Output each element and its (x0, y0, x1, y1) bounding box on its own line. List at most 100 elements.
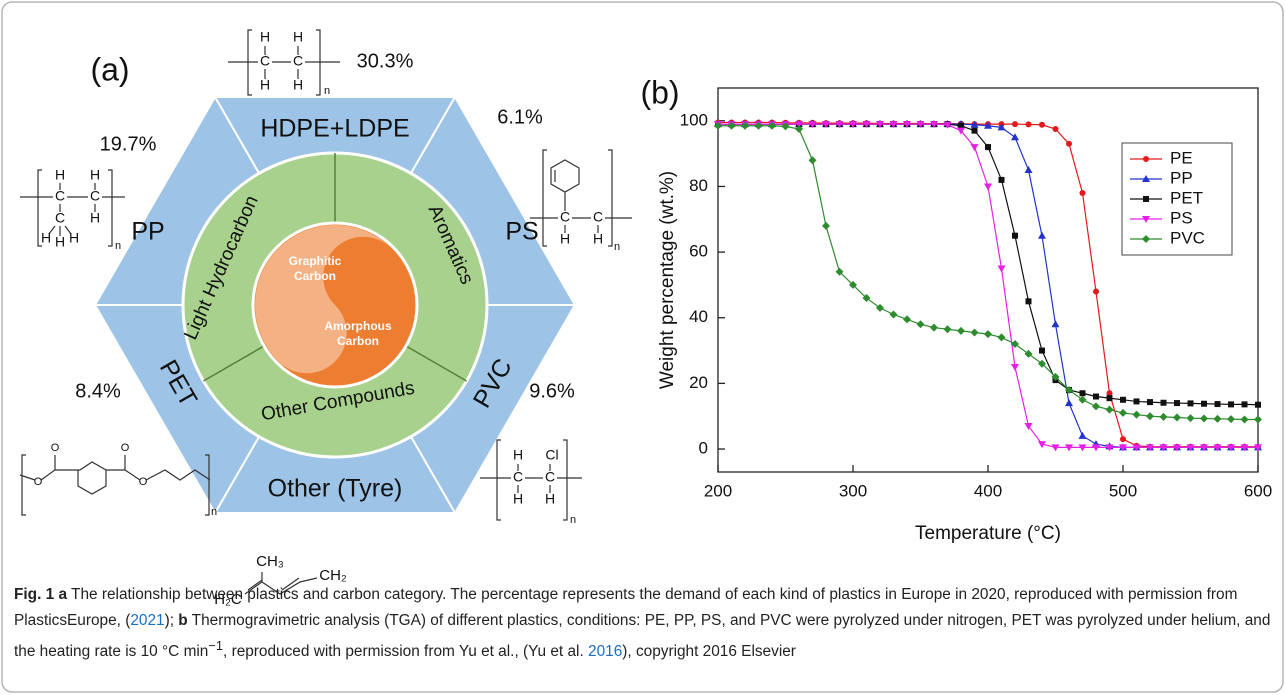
atom-label: H (293, 77, 303, 93)
atom-label: H (513, 491, 523, 507)
data-point (1106, 395, 1113, 402)
atom-label: C (55, 188, 65, 204)
legend-marker (1142, 235, 1150, 243)
segment-label: PS (505, 218, 538, 246)
atom-label: n (614, 241, 620, 253)
data-point (849, 121, 857, 129)
segment-label: PP (131, 218, 164, 246)
atom-label: H (593, 231, 603, 247)
data-point (903, 121, 911, 129)
data-point (876, 121, 884, 129)
data-point (835, 121, 844, 129)
data-point (1078, 444, 1087, 452)
atom-label: n (570, 514, 576, 526)
y-tick-label: 20 (689, 373, 708, 392)
data-point (1078, 431, 1087, 439)
ps-bonds (530, 149, 632, 247)
data-point (835, 267, 844, 276)
citation-link[interactable]: 2016 (588, 643, 623, 661)
atom-label: CH₃ (256, 553, 284, 570)
y-axis-label: Weight percentage (wt.%) (657, 171, 678, 389)
y-tick-label: 80 (689, 176, 708, 195)
data-point (1011, 133, 1019, 141)
data-point (1214, 401, 1221, 408)
atom-label: H (41, 230, 51, 246)
data-point (1079, 390, 1086, 397)
caption-text: Thermogravimetric analysis (TGA) of diff… (14, 611, 1271, 661)
data-point (1105, 444, 1114, 452)
data-point (1133, 398, 1140, 405)
atom-label: C (55, 210, 65, 226)
atom-label: O (34, 476, 43, 488)
atom-label: CH₂ (319, 567, 347, 584)
atom-label: O (139, 476, 148, 488)
data-point (984, 330, 992, 339)
data-point (1025, 298, 1032, 305)
segment-label: HDPE+LDPE (260, 115, 409, 143)
data-point (1093, 288, 1099, 295)
data-point (1092, 444, 1100, 452)
data-point (1119, 444, 1127, 452)
data-point (957, 127, 965, 135)
data-point (997, 265, 1006, 273)
segment-label: Other (Tyre) (268, 475, 403, 503)
caption-text: ); (164, 611, 179, 629)
y-tick-label: 60 (689, 242, 708, 261)
caption-sup: −1 (208, 638, 224, 653)
data-point (889, 121, 898, 129)
data-point (1051, 444, 1060, 452)
data-point (1093, 393, 1099, 400)
data-point (714, 121, 722, 130)
data-point (1200, 444, 1208, 452)
atom-label: H (260, 77, 270, 93)
atom-label: C (260, 53, 270, 69)
data-point (1051, 372, 1060, 381)
caption-text: , reproduced with permission from Yu et … (223, 643, 589, 661)
y-tick-label: 100 (680, 110, 708, 129)
legend-label: PE (1170, 148, 1193, 167)
data-point (970, 328, 979, 337)
data-point (1065, 444, 1073, 452)
percent: 9.6% (529, 380, 575, 402)
caption-part: a (58, 586, 68, 603)
legend-label: PP (1170, 168, 1193, 187)
atom-label: H (545, 491, 555, 507)
data-point (754, 121, 763, 130)
x-tick-label: 500 (1109, 481, 1137, 500)
atom-label: C (560, 209, 570, 225)
x-tick-label: 300 (839, 481, 867, 500)
data-point (1159, 444, 1168, 452)
data-point (822, 221, 830, 230)
atom-label: O (51, 442, 60, 454)
data-point (1012, 121, 1018, 128)
percent: 19.7% (100, 133, 157, 155)
data-point (930, 121, 938, 129)
data-point (1011, 340, 1019, 348)
data-point (876, 303, 884, 312)
data-point (1254, 444, 1262, 452)
data-point (862, 294, 871, 303)
data-point (998, 176, 1005, 183)
data-point (1120, 396, 1126, 403)
core-labels: Graphitic Carbon Amorphous Carbon (289, 254, 392, 348)
data-point (808, 156, 817, 165)
atom-label: n (324, 85, 330, 97)
data-point (1132, 410, 1141, 419)
legend-marker (1143, 156, 1149, 162)
legend-marker (1142, 216, 1150, 223)
data-point (1254, 415, 1262, 424)
core-light-half (255, 225, 392, 374)
data-point (1160, 399, 1167, 406)
data-point (903, 315, 911, 324)
x-tick-label: 200 (704, 481, 732, 500)
citation-link[interactable]: 2021 (130, 611, 165, 629)
data-point (1052, 126, 1059, 133)
panel-label: (b) (640, 74, 679, 110)
data-point (916, 121, 925, 129)
data-point (1078, 395, 1087, 404)
percent: 6.1% (497, 106, 543, 128)
data-point (1024, 166, 1033, 174)
data-point (971, 127, 978, 134)
data-point (1173, 444, 1181, 452)
data-point (862, 121, 871, 129)
